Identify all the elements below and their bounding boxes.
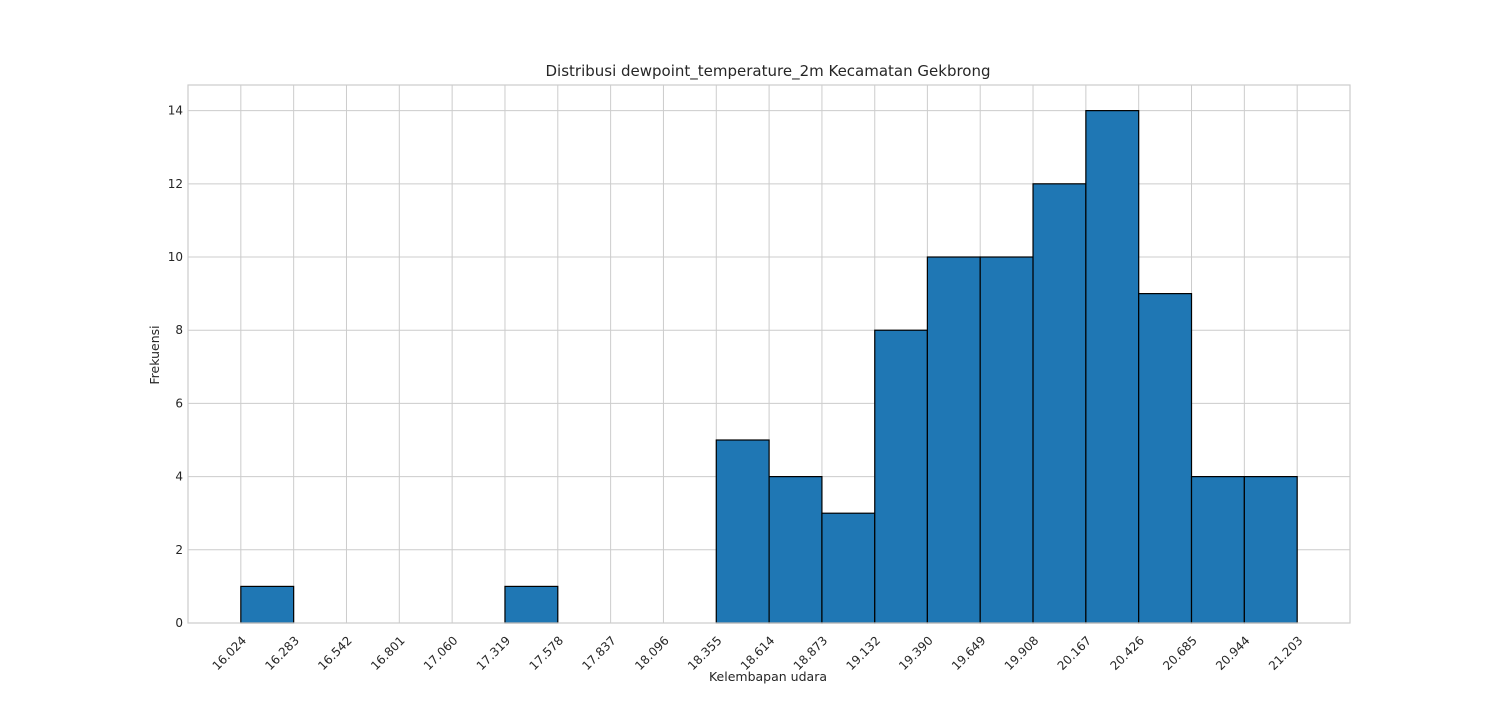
histogram-bar (240, 585, 295, 624)
y-tick-label: 14 (168, 104, 183, 118)
histogram-bar (979, 256, 1034, 624)
x-tick-label: 18.614 (738, 633, 778, 673)
x-tick-label: 19.908 (1002, 633, 1042, 673)
y-tick-label: 4 (175, 470, 183, 484)
x-tick-label: 16.801 (368, 633, 408, 673)
x-tick-label: 16.024 (210, 633, 250, 673)
histogram-bar (1085, 110, 1140, 624)
histogram-bar (715, 439, 770, 624)
histogram-bar (926, 256, 981, 624)
y-tick-label: 2 (175, 543, 183, 557)
x-axis-label: Kelembapan udara (709, 669, 827, 684)
x-tick-label: 19.649 (949, 633, 989, 673)
x-tick-label: 18.873 (791, 633, 831, 673)
x-tick-label: 19.390 (896, 633, 936, 673)
x-tick-label: 20.944 (1213, 633, 1253, 673)
x-tick-label: 16.283 (262, 633, 302, 673)
bars-layer (240, 110, 1298, 624)
frame-layer (187, 84, 1351, 624)
histogram-bar (821, 512, 876, 624)
x-tick-label: 17.578 (527, 633, 567, 673)
x-tick-label: 17.319 (474, 633, 514, 673)
histogram-bar (504, 585, 559, 624)
x-tick-label: 17.060 (421, 633, 461, 673)
y-tick-label: 12 (168, 177, 183, 191)
y-tick-label: 8 (175, 323, 183, 337)
chart-title: Distribusi dewpoint_temperature_2m Kecam… (545, 62, 990, 81)
y-axis-label: Frekuensi (147, 325, 162, 384)
x-tick-label: 17.837 (579, 633, 619, 673)
x-tick-labels: 16.024 16.283 16.542 16.801 17.060 17.319 17.5… (210, 633, 1306, 673)
x-tick-label: 19.132 (844, 633, 884, 673)
plot-frame (187, 84, 1351, 624)
x-tick-label: 20.685 (1160, 633, 1200, 673)
x-tick-label: 20.426 (1107, 633, 1147, 673)
x-tick-label: 18.096 (632, 633, 672, 673)
y-tick-label: 10 (168, 250, 183, 264)
histogram-bar (1190, 476, 1245, 624)
histogram-bar (1032, 183, 1087, 624)
histogram-bar (1243, 476, 1298, 624)
y-tick-label: 0 (175, 616, 183, 630)
histogram-bar (768, 476, 823, 624)
x-tick-label: 21.203 (1266, 633, 1306, 673)
x-tick-label: 16.542 (315, 633, 355, 673)
x-tick-label: 18.355 (685, 633, 725, 673)
y-tick-labels: 0 2 4 6 8 10 12 14 (168, 104, 183, 630)
x-tick-label: 20.167 (1055, 633, 1095, 673)
y-tick-label: 6 (175, 396, 183, 410)
histogram-bar (874, 329, 928, 624)
histogram-bar (1138, 293, 1193, 624)
